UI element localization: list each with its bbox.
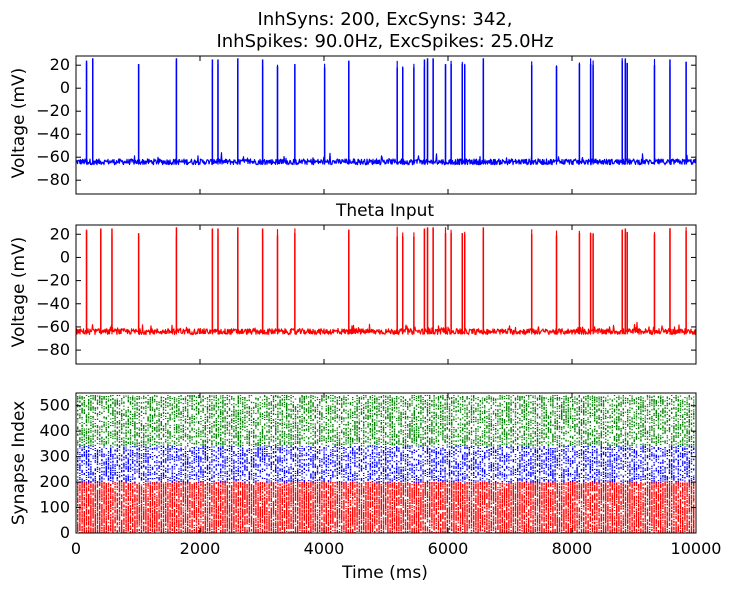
ylabel-panel3: Synapse Index (9, 401, 29, 525)
ytick-label: 500 (39, 396, 70, 415)
ylabel-panel1: Voltage (mV) (9, 68, 29, 179)
voltage-trace (75, 58, 697, 166)
ytick-label: 0 (60, 523, 70, 542)
voltage-trace (75, 226, 697, 336)
axes-frame (75, 224, 697, 365)
raster-spikes (77, 445, 695, 483)
ytick-label: 100 (39, 498, 70, 517)
raster-group (77, 482, 695, 534)
ytick-label: 400 (39, 421, 70, 440)
axes-frame (75, 392, 697, 534)
raster-spikes (77, 482, 695, 534)
xtick-label: 8000 (552, 539, 593, 558)
ytick-label: −80 (36, 340, 70, 359)
xtick-label: 4000 (304, 539, 345, 558)
ytick-label: 0 (60, 247, 70, 266)
raster-group (77, 394, 695, 447)
ytick-label: −60 (36, 147, 70, 166)
panel2-title: Theta Input (335, 201, 434, 221)
xtick-label: 6000 (428, 539, 469, 558)
xtick-label: 2000 (180, 539, 221, 558)
ytick-label: −20 (36, 101, 70, 120)
axes-frame (75, 55, 697, 195)
ylabel-panel2: Voltage (mV) (9, 237, 29, 348)
ytick-label: −60 (36, 317, 70, 336)
raster-spikes (77, 394, 695, 447)
xtick-label: 0 (71, 539, 81, 558)
xtick-label: 10000 (671, 539, 722, 558)
ytick-label: 300 (39, 447, 70, 466)
chart-title-line1: InhSyns: 200, ExcSyns: 342, (258, 9, 513, 30)
ytick-label: 20 (50, 55, 70, 74)
ytick-label: −20 (36, 271, 70, 290)
ytick-label: −40 (36, 124, 70, 143)
ytick-label: 200 (39, 472, 70, 491)
voltage-panel-theta: Theta Input Voltage (mV) 20 0 −20 −40 −60 −80 (9, 201, 697, 365)
ytick-label: −40 (36, 294, 70, 313)
voltage-panel-inh: Voltage (mV) 20 0 −20 −40 −60 −80 (9, 55, 697, 195)
ytick-label: 0 (60, 78, 70, 97)
raster-panel: Synapse Index Time (ms) 0 100 200 300 400 500… (9, 392, 722, 583)
ytick-label: 20 (50, 224, 70, 243)
xlabel-panel3: Time (ms) (341, 563, 428, 583)
ytick-label: −80 (36, 170, 70, 189)
chart-title-line2: InhSpikes: 90.0Hz, ExcSpikes: 25.0Hz (216, 31, 553, 52)
raster-group (77, 445, 695, 483)
